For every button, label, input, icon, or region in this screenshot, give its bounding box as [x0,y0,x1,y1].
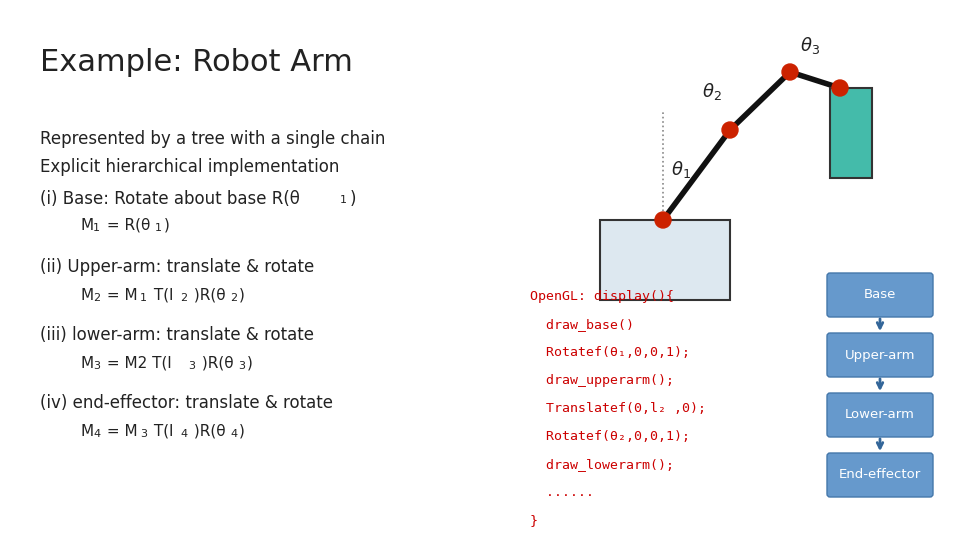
Text: 3: 3 [188,361,195,371]
Circle shape [782,64,798,80]
Text: )R(θ: )R(θ [189,288,226,303]
FancyBboxPatch shape [827,393,933,437]
Text: 3: 3 [93,361,100,371]
Circle shape [832,80,848,96]
FancyBboxPatch shape [827,453,933,497]
Text: T(l: T(l [149,424,174,439]
Text: Example: Robot Arm: Example: Robot Arm [40,48,353,77]
Text: draw_base(): draw_base() [530,318,634,331]
Text: 3: 3 [140,429,147,439]
Text: $\theta_2$: $\theta_2$ [702,82,722,103]
Text: M: M [80,218,93,233]
Text: OpenGL: display(){: OpenGL: display(){ [530,290,674,303]
Text: Explicit hierarchical implementation: Explicit hierarchical implementation [40,158,340,176]
Text: (ii) Upper-arm: translate & rotate: (ii) Upper-arm: translate & rotate [40,258,314,276]
Text: 1: 1 [155,223,162,233]
Text: = M: = M [102,288,137,303]
Text: Lower-arm: Lower-arm [845,408,915,422]
Text: Base: Base [864,288,897,301]
Text: 1: 1 [140,293,147,303]
FancyBboxPatch shape [827,273,933,317]
Text: }: } [530,514,538,527]
Text: = M2 T(l: = M2 T(l [102,356,172,371]
Text: Rotatef(θ₂,0,0,1);: Rotatef(θ₂,0,0,1); [530,430,690,443]
Text: 4: 4 [93,429,100,439]
Text: = M: = M [102,424,137,439]
Text: )R(θ: )R(θ [197,356,233,371]
Text: 2: 2 [93,293,100,303]
Text: Translatef(0,l₂ ,0);: Translatef(0,l₂ ,0); [530,402,706,415]
Text: 3: 3 [238,361,245,371]
Text: )R(θ: )R(θ [189,424,226,439]
Text: ......: ...... [530,486,594,499]
Text: 2: 2 [180,293,187,303]
Text: draw_lowerarm();: draw_lowerarm(); [530,458,674,471]
Text: 4: 4 [230,429,237,439]
Text: Upper-arm: Upper-arm [845,348,915,361]
Text: $\theta_1$: $\theta_1$ [671,159,691,180]
Text: 4: 4 [180,429,187,439]
FancyBboxPatch shape [827,333,933,377]
Text: $\theta_3$: $\theta_3$ [800,36,820,57]
Text: 2: 2 [230,293,237,303]
Text: ): ) [350,190,356,208]
Text: End-effector: End-effector [839,469,922,482]
Text: Represented by a tree with a single chain: Represented by a tree with a single chai… [40,130,385,148]
Text: (i) Base: Rotate about base R(θ: (i) Base: Rotate about base R(θ [40,190,300,208]
Text: ): ) [247,356,252,371]
Bar [830,88,872,178]
Text: (iv) end-effector: translate & rotate: (iv) end-effector: translate & rotate [40,394,333,412]
Text: (iii) lower-arm: translate & rotate: (iii) lower-arm: translate & rotate [40,326,314,344]
Bar [600,220,730,300]
Text: T(l: T(l [149,288,174,303]
Text: draw_upperarm();: draw_upperarm(); [530,374,674,387]
Text: M: M [80,424,93,439]
Text: M: M [80,288,93,303]
Text: = R(θ: = R(θ [102,218,151,233]
Text: M: M [80,356,93,371]
Text: ): ) [239,424,245,439]
Text: 1: 1 [93,223,100,233]
Text: ): ) [164,218,170,233]
Text: Rotatef(θ₁,0,0,1);: Rotatef(θ₁,0,0,1); [530,346,690,359]
Circle shape [655,212,671,228]
Text: ): ) [239,288,245,303]
Circle shape [722,122,738,138]
Text: 1: 1 [340,195,347,205]
